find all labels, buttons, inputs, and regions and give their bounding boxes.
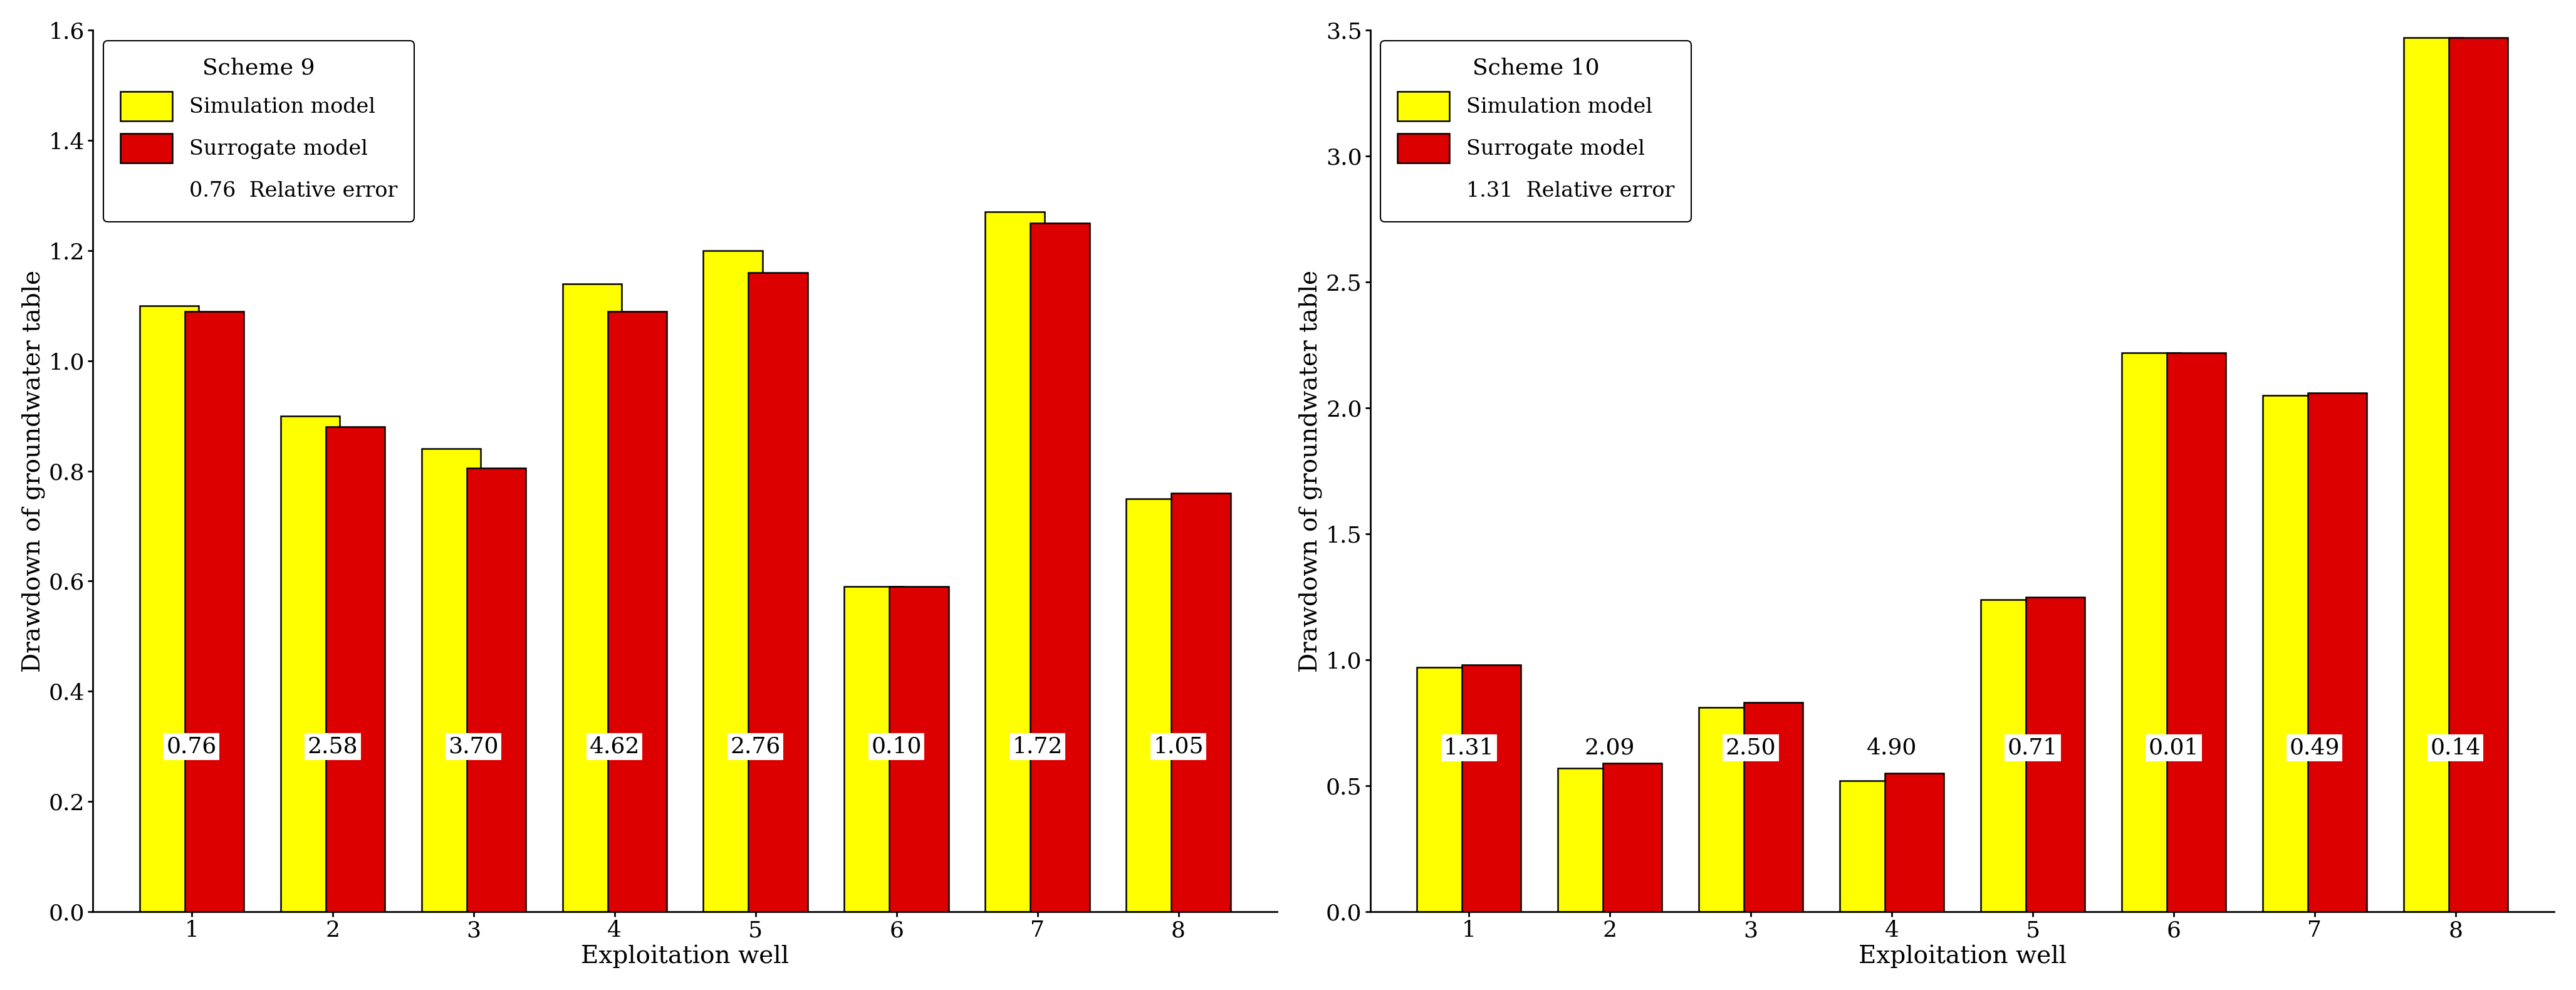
Bar (562, 284, 621, 912)
Bar (2308, 393, 2367, 912)
Bar (1839, 781, 1899, 912)
Bar (1886, 773, 1945, 912)
Text: 2.76: 2.76 (732, 736, 781, 757)
Bar (1126, 499, 1185, 912)
Bar (466, 468, 526, 912)
Bar (281, 416, 340, 912)
Bar (1698, 708, 1757, 912)
Bar (2123, 352, 2182, 912)
Text: 1.72: 1.72 (1012, 736, 1064, 757)
Bar (2025, 597, 2084, 912)
Text: 0.14: 0.14 (2429, 738, 2481, 758)
Bar (2166, 352, 2226, 912)
Bar (1172, 493, 1231, 912)
Bar (1744, 703, 1803, 912)
Bar (2262, 395, 2321, 912)
Bar (1417, 667, 1476, 912)
Text: 2.09: 2.09 (1584, 738, 1636, 758)
Text: 0.10: 0.10 (871, 736, 922, 757)
Y-axis label: Drawdown of groundwater table: Drawdown of groundwater table (1298, 270, 1321, 672)
Text: 0.76: 0.76 (167, 736, 216, 757)
Bar (2450, 38, 2506, 912)
Text: 1.05: 1.05 (1154, 736, 1203, 757)
Bar (889, 587, 948, 912)
Bar (845, 587, 904, 912)
Bar (1030, 223, 1090, 912)
Bar (984, 212, 1043, 912)
Text: 2.50: 2.50 (1726, 738, 1775, 758)
Text: 0.01: 0.01 (2148, 738, 2200, 758)
Text: 3.70: 3.70 (448, 736, 500, 757)
Legend: Simulation model, Surrogate model, 1.31  Relative error: Simulation model, Surrogate model, 1.31 … (1381, 41, 1692, 222)
Text: 2.58: 2.58 (307, 736, 358, 757)
Bar (1981, 599, 2040, 912)
Bar (608, 311, 667, 912)
X-axis label: Exploitation well: Exploitation well (1857, 944, 2066, 968)
Text: 0.49: 0.49 (2290, 738, 2339, 758)
Bar (422, 448, 482, 912)
Text: 4.90: 4.90 (1868, 738, 1917, 758)
Bar (703, 250, 762, 912)
Bar (1461, 665, 1520, 912)
Legend: Simulation model, Surrogate model, 0.76  Relative error: Simulation model, Surrogate model, 0.76 … (103, 41, 415, 222)
X-axis label: Exploitation well: Exploitation well (582, 944, 788, 968)
Text: 4.62: 4.62 (590, 736, 639, 757)
Bar (325, 427, 384, 912)
Text: 0.71: 0.71 (2007, 738, 2058, 758)
Bar (185, 311, 245, 912)
Bar (750, 272, 809, 912)
Bar (2403, 38, 2463, 912)
Bar (1558, 768, 1618, 912)
Bar (1602, 763, 1662, 912)
Text: 1.31: 1.31 (1443, 738, 1494, 758)
Bar (139, 306, 198, 912)
Y-axis label: Drawdown of groundwater table: Drawdown of groundwater table (21, 270, 46, 672)
